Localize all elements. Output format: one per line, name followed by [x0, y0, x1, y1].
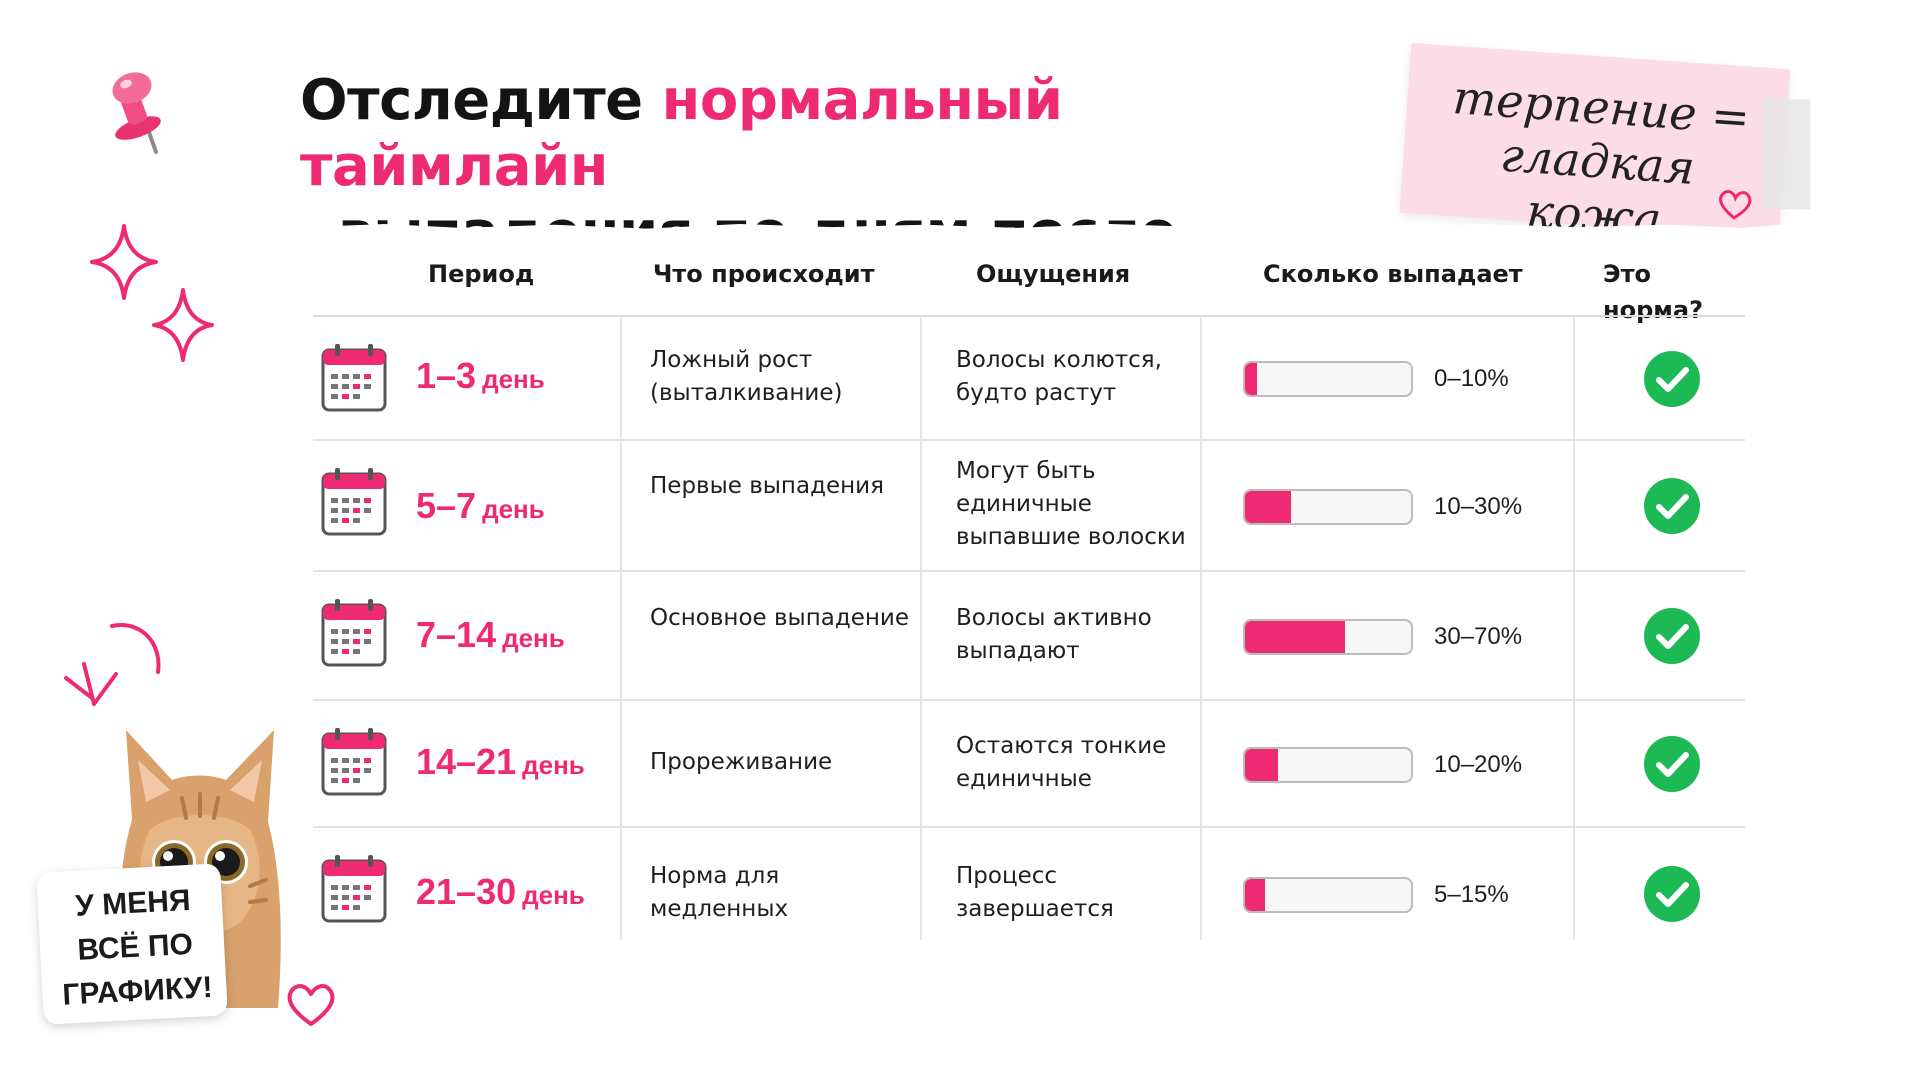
- table-row: 7–14 день Основное выпадение Волосы актив…: [313, 572, 1745, 701]
- column-divider: [620, 441, 622, 570]
- cat-speech-sticker: У МЕНЯ ВСЁ ПО ГРАФИКУ!: [36, 863, 228, 1025]
- column-divider: [1200, 317, 1202, 439]
- what-happens: Ложный рост (выталкивание): [650, 347, 843, 406]
- period-unit: день: [482, 364, 545, 394]
- curved-arrow-icon: [64, 623, 161, 706]
- header-feel: Ощущения: [976, 260, 1131, 288]
- sensation: Волосы колются, будто растут: [956, 347, 1162, 406]
- amount-value: 10–20%: [1434, 751, 1523, 778]
- progress-bar: [1243, 619, 1413, 655]
- column-divider: [920, 828, 922, 940]
- progress-bar: [1243, 361, 1413, 397]
- check-circle-icon: [1644, 736, 1700, 792]
- period-range: 21–30: [416, 871, 517, 912]
- period-label: 14–21 день: [416, 741, 585, 783]
- cat-line3: ГРАФИКУ!: [61, 970, 214, 1012]
- heart-icon: [287, 984, 335, 1026]
- sticky-note: терпение = гладкая кожа: [1399, 42, 1811, 247]
- calendar-icon: [321, 599, 387, 667]
- period-unit: день: [522, 880, 585, 910]
- table-header: Период Что происходит Ощущения Сколько в…: [313, 256, 1745, 324]
- check-circle-icon: [1644, 608, 1700, 664]
- column-divider: [920, 317, 922, 439]
- column-divider: [620, 572, 622, 699]
- check-circle-icon: [1644, 351, 1700, 407]
- column-divider: [1573, 828, 1575, 940]
- period-label: 21–30 день: [416, 871, 585, 913]
- title-accent: нормальный таймлайн: [300, 68, 1063, 199]
- calendar-icon: [321, 468, 387, 536]
- check-circle-icon: [1644, 866, 1700, 922]
- pushpin-icon: [112, 72, 161, 154]
- header-what: Что происходит: [653, 260, 875, 288]
- column-divider: [920, 572, 922, 699]
- table-row: 14–21 день Прореживание Остаются тонкие е…: [313, 701, 1745, 828]
- period-unit: день: [482, 494, 545, 524]
- column-divider: [1200, 828, 1202, 940]
- column-divider: [620, 828, 622, 940]
- paper-card: [245, 224, 1790, 994]
- header-amount: Сколько выпадает: [1263, 260, 1523, 288]
- header-norm: Это норма?: [1603, 260, 1703, 324]
- column-divider: [1200, 701, 1202, 826]
- what-happens: Прореживание: [650, 749, 833, 775]
- progress-bar: [1243, 877, 1413, 913]
- what-happens: Норма для медленных: [650, 863, 789, 922]
- column-divider: [1573, 572, 1575, 699]
- header-divider: [313, 315, 1745, 317]
- column-divider: [1573, 317, 1575, 439]
- progress-fill: [1245, 363, 1257, 395]
- sensation: Остаются тонкие единичные: [956, 733, 1167, 792]
- sensation: Волосы активно выпадают: [956, 605, 1152, 664]
- amount-value: 0–10%: [1434, 365, 1509, 392]
- progress-fill: [1245, 621, 1345, 653]
- column-divider: [1200, 441, 1202, 570]
- sensation: Процесс завершается: [956, 863, 1114, 922]
- period-label: 5–7 день: [416, 485, 545, 527]
- progress-bar: [1243, 489, 1413, 525]
- calendar-icon: [321, 728, 387, 796]
- column-divider: [620, 317, 622, 439]
- period-range: 5–7: [416, 485, 477, 526]
- period-unit: день: [502, 623, 565, 653]
- table-row: 1–3 день Ложный рост (выталкивание) Волос…: [313, 317, 1745, 441]
- amount-value: 10–30%: [1434, 493, 1523, 520]
- sensation: Могут быть единичные выпавшие волоски: [956, 458, 1186, 550]
- sparkle-icon: [90, 224, 158, 300]
- table-row: 5–7 день Первые выпадения Могут быть един…: [313, 441, 1745, 572]
- table-row: 21–30 день Норма для медленных Процесс за…: [313, 828, 1745, 940]
- progress-fill: [1245, 749, 1279, 781]
- period-label: 7–14 день: [416, 614, 565, 656]
- column-divider: [1573, 701, 1575, 826]
- column-divider: [1573, 441, 1575, 570]
- calendar-icon: [321, 344, 387, 412]
- period-range: 1–3: [416, 355, 477, 396]
- column-divider: [1200, 572, 1202, 699]
- heart-icon: [1719, 190, 1752, 220]
- calendar-icon: [321, 855, 387, 923]
- amount-value: 5–15%: [1434, 881, 1509, 908]
- title-part1: Отследите: [300, 68, 662, 133]
- progress-fill: [1245, 491, 1292, 523]
- sparkle-icon: [152, 288, 214, 362]
- amount-value: 30–70%: [1434, 623, 1523, 650]
- progress-bar: [1243, 747, 1413, 783]
- period-unit: день: [522, 750, 585, 780]
- header-period: Период: [428, 260, 535, 288]
- column-divider: [920, 701, 922, 826]
- period-range: 7–14: [416, 614, 497, 655]
- what-happens: Основное выпадение: [650, 605, 910, 631]
- check-circle-icon: [1644, 478, 1700, 534]
- column-divider: [620, 701, 622, 826]
- progress-fill: [1245, 879, 1265, 911]
- what-happens: Первые выпадения: [650, 473, 884, 499]
- column-divider: [920, 441, 922, 570]
- period-range: 14–21: [416, 741, 517, 782]
- period-label: 1–3 день: [416, 355, 545, 397]
